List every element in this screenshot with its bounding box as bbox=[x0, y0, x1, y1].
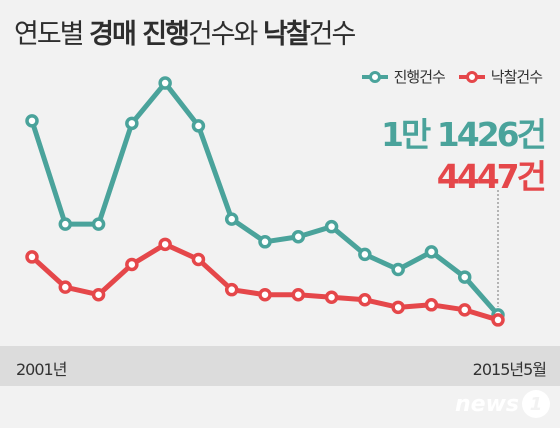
legend: 진행건수 낙찰건수 bbox=[360, 66, 543, 87]
data-point-0-6 bbox=[224, 212, 239, 226]
x-axis-end-label: 2015년5월 bbox=[472, 360, 547, 379]
data-point-1-0 bbox=[25, 250, 39, 264]
data-point-0-5 bbox=[191, 119, 206, 133]
legend-item-winning: 낙찰건수 bbox=[457, 66, 543, 87]
data-point-1-12 bbox=[424, 298, 439, 312]
data-point-1-7 bbox=[258, 287, 272, 302]
legend-label-progress: 진행건수 bbox=[393, 68, 446, 86]
data-point-1-2 bbox=[91, 287, 106, 302]
data-point-0-12 bbox=[424, 245, 439, 259]
logo-badge: 1 bbox=[522, 390, 550, 418]
data-point-0-3 bbox=[125, 116, 139, 131]
data-point-0-2 bbox=[91, 217, 106, 231]
news1-logo: news 1 bbox=[455, 390, 550, 418]
chart-title: 연도별 경매 진행건수와 낙찰건수 bbox=[14, 12, 357, 51]
data-point-0-0 bbox=[25, 114, 39, 128]
legend-label-winning: 낙찰건수 bbox=[490, 68, 543, 86]
legend-item-progress: 진행건수 bbox=[360, 66, 446, 87]
data-point-1-4 bbox=[158, 237, 172, 252]
data-point-0-13 bbox=[457, 270, 472, 284]
data-point-1-14 bbox=[491, 313, 505, 327]
legend-marker-winning bbox=[458, 70, 485, 83]
title-part-5: 건수 bbox=[308, 19, 357, 50]
x-axis-start-label: 2001년 bbox=[16, 360, 67, 379]
legend-marker-progress bbox=[361, 70, 388, 83]
x-axis-band bbox=[0, 346, 560, 386]
data-point-0-9 bbox=[324, 219, 339, 234]
data-point-0-7 bbox=[258, 235, 272, 249]
data-point-1-11 bbox=[391, 300, 405, 315]
callout-progress-value: 1만 1426건 bbox=[380, 115, 547, 154]
data-point-0-4 bbox=[158, 76, 172, 90]
data-point-0-8 bbox=[291, 230, 306, 244]
data-point-1-10 bbox=[358, 293, 372, 307]
title-part-3: 건수와 bbox=[187, 19, 263, 50]
title-part-4: 낙찰 bbox=[262, 19, 311, 50]
data-point-1-5 bbox=[191, 252, 206, 267]
callout-winning-value: 4447건 bbox=[436, 157, 547, 196]
data-point-1-13 bbox=[457, 303, 472, 317]
data-point-0-10 bbox=[358, 247, 372, 262]
data-point-1-6 bbox=[224, 282, 239, 297]
data-point-1-1 bbox=[58, 280, 73, 294]
logo-text: news bbox=[454, 391, 519, 417]
data-point-1-3 bbox=[125, 257, 139, 272]
data-point-0-1 bbox=[58, 217, 73, 231]
data-point-1-8 bbox=[291, 287, 306, 302]
title-part-2: 경매 진행 bbox=[89, 19, 190, 50]
data-point-1-9 bbox=[324, 290, 339, 304]
title-part-1: 연도별 bbox=[14, 19, 90, 50]
data-point-0-11 bbox=[391, 262, 405, 277]
